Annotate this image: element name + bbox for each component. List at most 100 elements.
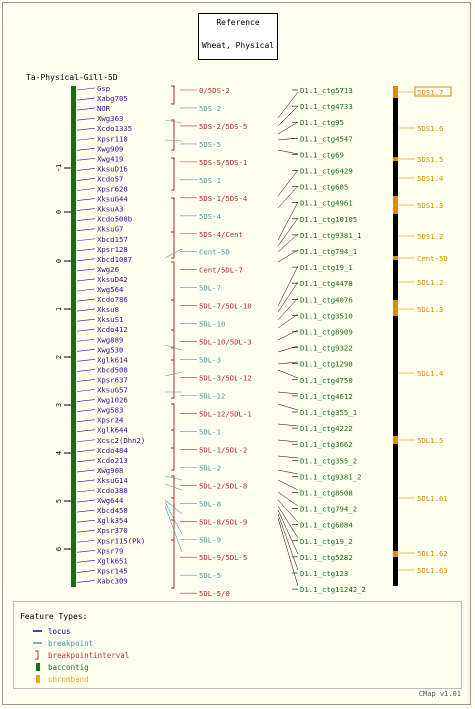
locus-label[interactable]: Xcdo388 xyxy=(97,486,128,495)
interval-label[interactable]: 5DL-5/0 xyxy=(199,589,230,598)
contig-label[interactable]: D1.1_ctg10105 xyxy=(300,215,357,224)
chromband-label[interactable]: 5DS1.5 xyxy=(417,155,443,164)
contig-label[interactable]: D1.1_ctg9322 xyxy=(300,344,353,353)
locus-label[interactable]: XksuA3 xyxy=(97,205,123,214)
interval-label[interactable]: 5DL-2/5DL-8 xyxy=(199,481,247,490)
breakpoint-label[interactable]: 5DL-10 xyxy=(199,320,225,329)
locus-label[interactable]: Xpsr128 xyxy=(97,245,128,254)
breakpoint-label[interactable]: 5DL-7 xyxy=(199,284,221,293)
contig-label[interactable]: D1.1_ctg794_1 xyxy=(300,247,357,256)
contig-label[interactable]: D1.1_ctg8909 xyxy=(300,328,353,337)
chromband-label[interactable]: 5DS1.7 xyxy=(417,88,443,97)
chromband-label[interactable]: 5DS1.2 xyxy=(417,232,443,241)
contig-label[interactable]: D1.1_ctg355_1 xyxy=(300,408,357,417)
map-bar[interactable] xyxy=(71,86,76,587)
locus-label[interactable]: Xwg583 xyxy=(97,406,123,415)
locus-label[interactable]: Xwg564 xyxy=(97,285,124,294)
locus-label[interactable]: Xcdo484 xyxy=(97,446,128,455)
interval-label[interactable]: 5DL-12/5DL-1 xyxy=(199,409,252,418)
chromband-segment[interactable] xyxy=(393,256,398,260)
map-title[interactable]: Ta-Physical-Gill-5D xyxy=(26,73,118,82)
locus-label[interactable]: Xcdo213 xyxy=(97,456,128,465)
locus-label[interactable]: Xbcd508 xyxy=(97,365,128,374)
contig-label[interactable]: D1.1_ctg794_2 xyxy=(300,505,357,514)
locus-label[interactable]: Xwg530 xyxy=(97,345,123,354)
contig-label[interactable]: D1.1_ctg355_2 xyxy=(300,456,357,465)
locus-label[interactable]: NOR xyxy=(97,104,111,113)
breakpoint-label[interactable]: 5DS-2 xyxy=(199,104,221,113)
chromband-label[interactable]: 5DL1.3 xyxy=(417,305,443,314)
locus-label[interactable]: XksuD16 xyxy=(97,164,128,173)
interval-label[interactable]: 5DL-9/5DL-5 xyxy=(199,553,247,562)
contig-label[interactable]: D1.1_ctg4222 xyxy=(300,424,353,433)
locus-label[interactable]: Xksu8 xyxy=(97,305,119,314)
chromband-label[interactable]: 5DL1.61 xyxy=(417,494,448,503)
locus-label[interactable]: Xpsr115(Pk) xyxy=(97,536,145,545)
locus-label[interactable]: Xcdo57 xyxy=(97,174,123,183)
contig-label[interactable]: D1.1_ctg605 xyxy=(300,183,348,192)
locus-label[interactable]: Xpsr637 xyxy=(97,375,128,384)
breakpoint-label[interactable]: Cent-5D xyxy=(199,248,230,257)
contig-label[interactable]: D1.1_ctg1298 xyxy=(300,360,353,369)
reference-box[interactable]: Reference Wheat, Physical xyxy=(198,13,278,60)
chromband-label[interactable]: 5DL1.2 xyxy=(417,278,443,287)
breakpoint-label[interactable]: 5DL-1 xyxy=(199,427,221,436)
interval-label[interactable]: 5DL-1/5DL-2 xyxy=(199,445,247,454)
locus-label[interactable]: Xpsr118 xyxy=(97,134,128,143)
interval-label[interactable]: 5DS-2/5DS-5 xyxy=(199,122,247,131)
locus-label[interactable]: Xabg705 xyxy=(97,94,128,103)
contig-label[interactable]: D1.1_ctg4547 xyxy=(300,134,353,143)
locus-label[interactable]: Xwg419 xyxy=(97,154,123,163)
locus-label[interactable]: Xpsr145 xyxy=(97,566,128,575)
interval-label[interactable]: 5DL-3/5DL-12 xyxy=(199,374,252,383)
chromband-label[interactable]: 5DL1.4 xyxy=(417,369,444,378)
locus-label[interactable]: Xwg908 xyxy=(97,466,123,475)
breakpoint-label[interactable]: 5DL-9 xyxy=(199,535,221,544)
locus-label[interactable]: Xcdo508b xyxy=(97,215,132,224)
contig-label[interactable]: D1.1_ctg4733 xyxy=(300,102,353,111)
contig-label[interactable]: D1.1_ctg4612 xyxy=(300,392,353,401)
locus-label[interactable]: XksuG57 xyxy=(97,386,128,395)
interval-label[interactable]: 5DL-8/5DL-9 xyxy=(199,517,247,526)
contig-label[interactable]: D1.1_ctg95 xyxy=(300,118,344,127)
locus-label[interactable]: Xglk614 xyxy=(97,355,128,364)
chromband-label[interactable]: 5DL1.5 xyxy=(417,436,443,445)
locus-label[interactable]: XksuG14 xyxy=(97,476,128,485)
locus-label[interactable]: Xglk644 xyxy=(97,426,128,435)
contig-label[interactable]: D1.1_ctg4076 xyxy=(300,295,353,304)
locus-label[interactable]: Xcsc2(Dhn2) xyxy=(97,436,145,445)
chromband-segment[interactable] xyxy=(393,551,398,557)
contig-label[interactable]: D1.1_ctg19_2 xyxy=(300,537,353,546)
contig-label[interactable]: D1.1_ctg4750 xyxy=(300,376,353,385)
chromband-label[interactable]: 5DS1.3 xyxy=(417,201,443,210)
interval-label[interactable]: 5DL-10/5DL-3 xyxy=(199,338,252,347)
chromband-segment[interactable] xyxy=(393,300,398,316)
breakpoint-label[interactable]: 5DS-4 xyxy=(199,212,222,221)
interval-label[interactable]: 5DL-7/5DL-10 xyxy=(199,302,252,311)
chromband-bar[interactable] xyxy=(393,86,398,586)
locus-label[interactable]: XksuG44 xyxy=(97,195,128,204)
locus-label[interactable]: Xbcd450 xyxy=(97,506,128,515)
locus-label[interactable]: Xbcd157 xyxy=(97,235,128,244)
chromband-label[interactable]: 5DS1.6 xyxy=(417,124,443,133)
chromband-segment[interactable] xyxy=(393,196,398,214)
chromband-segment[interactable] xyxy=(393,157,398,161)
interval-label[interactable]: 5DS-4/Cent xyxy=(199,230,243,239)
contig-label[interactable]: D1.1_ctg5713 xyxy=(300,86,353,95)
locus-label[interactable]: XksuS1 xyxy=(97,315,123,324)
interval-label[interactable]: 0/5DS-2 xyxy=(199,86,230,95)
contig-label[interactable]: D1.1_ctg4478 xyxy=(300,279,353,288)
chromband-label[interactable]: Cent-5D xyxy=(417,254,448,263)
contig-label[interactable]: D1.1_ctg6429 xyxy=(300,167,353,176)
locus-label[interactable]: Xwg1026 xyxy=(97,396,128,405)
contig-label[interactable]: D1.1_ctg8508 xyxy=(300,489,353,498)
locus-label[interactable]: Xcdo412 xyxy=(97,325,128,334)
interval-label[interactable]: 5DS-1/5DS-4 xyxy=(199,194,248,203)
locus-label[interactable]: Xcdo786 xyxy=(97,295,128,304)
breakpoint-label[interactable]: 5DL-12 xyxy=(199,391,225,400)
chromband-label[interactable]: 5DL1.63 xyxy=(417,566,448,575)
locus-label[interactable]: Xpsr370 xyxy=(97,526,128,535)
breakpoint-label[interactable]: 5DL-3 xyxy=(199,356,221,365)
locus-label[interactable]: XksuG7 xyxy=(97,225,123,234)
locus-label[interactable]: Xpsr24 xyxy=(97,416,124,425)
